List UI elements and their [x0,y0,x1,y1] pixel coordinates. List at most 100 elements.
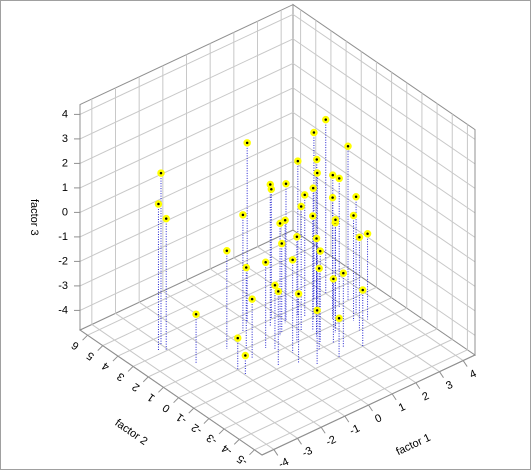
z-tick-label: -3 [58,280,68,292]
y-tick [112,355,119,362]
data-point [315,264,323,273]
grid-line [79,209,294,311]
y-tick-label: -5 [235,452,250,467]
x-tick [273,449,279,456]
grid-line [91,324,275,450]
y-tick [142,376,149,383]
data-point [239,211,247,219]
grid-line [209,268,393,395]
x-tick-label: 0 [373,412,384,425]
y-tick [173,397,179,404]
z-tick-label: 2 [62,157,68,169]
data-point [241,351,250,360]
grid-line [115,312,298,439]
data-point [242,263,250,272]
x-tick [462,360,468,367]
z-axis-title: factor 3 [28,199,40,236]
data-point [234,334,242,342]
grid-line [132,266,347,367]
data-point [312,234,321,243]
data-point [261,258,270,267]
z-tick-label: 0 [62,206,68,218]
x-axis-title: factor 1 [394,432,432,458]
box-edge [79,329,263,456]
y-tick-label: 0 [161,401,173,414]
grid-line [239,338,453,440]
x-tick-label: -1 [348,423,362,438]
grid-line [292,38,476,165]
y-tick [82,334,88,341]
grid-line [163,286,377,388]
grid-line [138,301,322,428]
grid-line [79,38,294,140]
data-point [352,193,360,201]
grid-line [208,318,423,419]
data-point [339,269,348,277]
data-point [309,184,317,192]
x-tick-label: 1 [397,401,408,414]
data-point [278,239,286,248]
data-point [363,230,372,238]
y-tick-label: -4 [220,442,235,457]
data-point [294,157,302,165]
data-point [329,171,337,179]
grid-line [292,136,476,263]
x-tick [415,382,421,390]
data-point [294,290,303,298]
grid-line [186,279,369,406]
data-point [355,233,364,241]
y-tick [127,366,134,372]
data-point [310,128,318,137]
z-tick-label: 3 [62,133,68,145]
x-tick-label: 2 [420,390,431,403]
x-tick [391,393,397,401]
y-tick [203,418,210,424]
y-tick [233,439,240,445]
grid-line [223,328,438,430]
data-point [316,247,324,255]
data-point [223,247,231,255]
data-point [313,169,321,177]
x-tick-label: -2 [324,434,338,449]
data-point [309,212,317,220]
grid-line [193,307,407,409]
y-tick [188,407,195,414]
data-point [331,216,340,224]
grid-line [79,62,294,164]
y-tick-label: 2 [130,380,142,393]
data-point [328,193,337,202]
grid-line [233,257,417,384]
y-tick-label: 3 [115,370,127,383]
x-tick [297,438,302,445]
x-tick-label: 4 [468,368,479,381]
data-point [322,115,330,124]
grid-line [292,13,476,140]
data-point [162,214,170,223]
data-point [274,287,283,296]
data-point [293,233,301,241]
x-tick [439,371,444,378]
grid-line [79,136,294,238]
data-point [281,216,289,224]
data-point [301,191,309,199]
data-point [266,180,275,189]
y-tick [249,449,255,456]
y-tick-label: 6 [70,339,82,352]
data-point [282,180,290,188]
grid-line [117,255,332,357]
grid-line [254,349,468,451]
x-tick-label: -3 [300,445,314,460]
grid-line [292,87,476,214]
y-tick-label: -3 [205,431,220,446]
y-tick-label: 4 [100,359,112,372]
x-tick [368,404,373,412]
grid-line [79,160,294,262]
y-axis-title: factor 2 [113,417,150,448]
data-point [297,202,305,211]
grid-line [292,111,476,238]
data-point [313,306,321,315]
data-point [329,275,338,283]
grid-line [79,111,294,213]
z-tick-label: 4 [62,108,68,120]
